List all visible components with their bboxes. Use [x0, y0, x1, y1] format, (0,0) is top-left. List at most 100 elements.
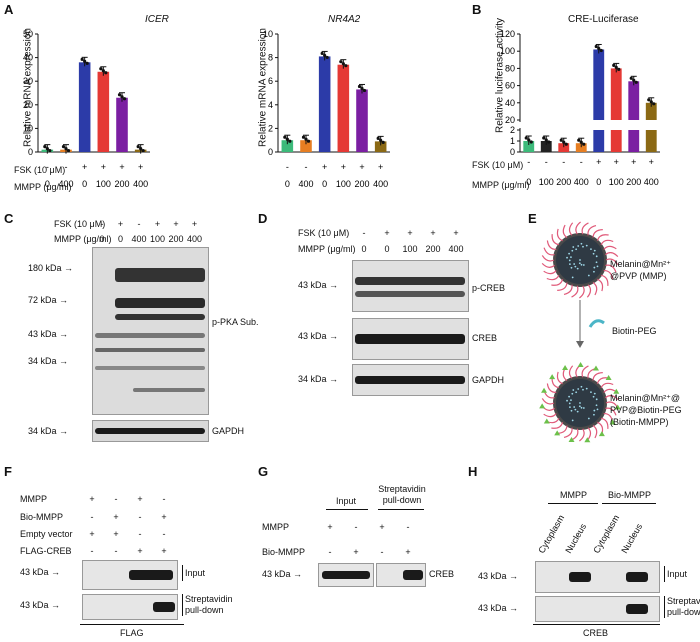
- bar: [575, 143, 587, 152]
- c-fsk-cell: -: [100, 219, 104, 229]
- c-mmpp-label: MMPP (μg/ml): [54, 234, 112, 244]
- data-point: [612, 63, 616, 67]
- data-point: [652, 102, 656, 106]
- h-pulldown-label: Streptavidin pull-down: [667, 596, 700, 617]
- mmpp-cell: 0: [596, 177, 601, 187]
- data-point: [629, 76, 633, 80]
- biotin-mmpp-particle-icon: [539, 362, 621, 443]
- fsk-cell: -: [305, 162, 308, 172]
- h-biommpp-header: Bio-MMPP: [608, 490, 652, 500]
- chart-title-icer: ICER: [145, 14, 169, 25]
- panel-letter-c: C: [4, 211, 14, 226]
- y-tick-label: 50: [23, 29, 33, 39]
- f-mmpp-cell: -: [162, 494, 166, 504]
- bar-low-segment: [610, 130, 622, 152]
- y-tick-label: 1: [510, 136, 515, 146]
- bar: [610, 68, 622, 120]
- f-mmpp-cell: +: [137, 494, 143, 504]
- panel-letter-d: D: [258, 211, 268, 226]
- f-bio-cell: +: [113, 512, 119, 522]
- f-bio-cell: -: [90, 512, 94, 522]
- bar: [356, 89, 368, 152]
- data-point: [547, 140, 551, 144]
- c-gapdh-label: GAPDH: [212, 426, 245, 436]
- mmpp-cell: 400: [133, 179, 148, 189]
- data-point: [283, 135, 287, 139]
- mmpp-cell: 400: [298, 179, 313, 189]
- data-point: [614, 65, 618, 69]
- data-point: [43, 145, 47, 149]
- y-tick-label: 80: [505, 63, 515, 73]
- c-fsk-cell: +: [191, 219, 198, 229]
- d-gapdh-label: GAPDH: [472, 375, 505, 385]
- data-point: [647, 98, 651, 102]
- c-ppka-blot: [92, 247, 209, 415]
- y-tick-label: 0: [268, 147, 273, 157]
- a-fsk-label: FSK (10 μM): [14, 165, 66, 175]
- mmpp-cell: 200: [114, 179, 129, 189]
- f-empty-cell: -: [138, 529, 142, 539]
- bar: [78, 62, 91, 152]
- data-point: [362, 88, 367, 93]
- g-input-header: Input: [336, 496, 357, 506]
- g-pulldown-header: Streptavidin pull-down: [378, 484, 426, 505]
- fsk-cell: +: [649, 157, 654, 167]
- ylabel-cre: Relative luciferase activity: [494, 17, 506, 134]
- d-43b-label: 43 kDa →: [298, 331, 339, 341]
- d-43a-label: 43 kDa →: [298, 280, 339, 290]
- f-pulldown-label: Streptavidin pull-down: [185, 594, 233, 615]
- fsk-cell: +: [378, 162, 383, 172]
- d-fsk-cell: +: [453, 228, 459, 238]
- y-tick-label: 30: [23, 76, 33, 86]
- data-point: [527, 138, 531, 142]
- y-tick-label: 20: [23, 100, 33, 110]
- data-point: [64, 147, 68, 151]
- h-cyto-1: Cytoplasm: [536, 513, 567, 555]
- bar: [523, 141, 535, 152]
- g-bio-cell: -: [328, 547, 332, 557]
- fsk-cell: -: [580, 157, 583, 167]
- y-tick-label: 40: [505, 98, 515, 108]
- bar-low-segment: [645, 130, 657, 152]
- d-creb-label: CREB: [472, 333, 498, 343]
- data-point: [301, 135, 306, 139]
- h-creb-label: CREB: [583, 628, 609, 638]
- fsk-cell: +: [631, 157, 636, 167]
- ylabel-icer: Relative mRNA expression: [22, 28, 34, 147]
- d-gapdh-blot: [352, 364, 469, 396]
- bar: [318, 56, 331, 152]
- c-fsk-label: FSK (10 μM): [54, 219, 106, 229]
- data-point: [83, 59, 87, 63]
- fsk-cell: +: [101, 162, 106, 172]
- c-gapdh-blot: [92, 420, 209, 442]
- data-point: [524, 136, 528, 140]
- data-point: [285, 137, 289, 141]
- bar-low-segment: [593, 130, 605, 152]
- mmpp-cell: 200: [354, 179, 369, 189]
- h-pulldown-blot: [535, 596, 660, 622]
- y-tick-label: 2: [268, 123, 273, 133]
- f-mmpp-label: MMPP: [20, 494, 47, 504]
- c-fsk-cell: -: [137, 219, 141, 229]
- data-point: [320, 51, 324, 56]
- g-bio-cell: +: [405, 547, 411, 557]
- mmpp-cell: 200: [626, 177, 641, 187]
- d-mmpp-cell: 400: [448, 244, 464, 254]
- c-ppka-label: p-PKA Sub.: [212, 317, 259, 327]
- d-creb-blot: [352, 318, 469, 360]
- data-point: [594, 44, 598, 49]
- y-tick-label: 8: [268, 53, 273, 63]
- mmpp-cell: 400: [373, 179, 388, 189]
- f-empty-label: Empty vector: [20, 529, 73, 539]
- mmp-particle-icon: [541, 221, 619, 299]
- data-point: [579, 140, 583, 144]
- f-flagcreb-cell: -: [114, 546, 118, 556]
- data-point: [357, 84, 362, 89]
- bar: [97, 71, 110, 152]
- data-point: [544, 138, 548, 142]
- fsk-cell: +: [322, 162, 327, 172]
- f-flagcreb-cell: +: [161, 546, 167, 556]
- bar: [645, 102, 657, 120]
